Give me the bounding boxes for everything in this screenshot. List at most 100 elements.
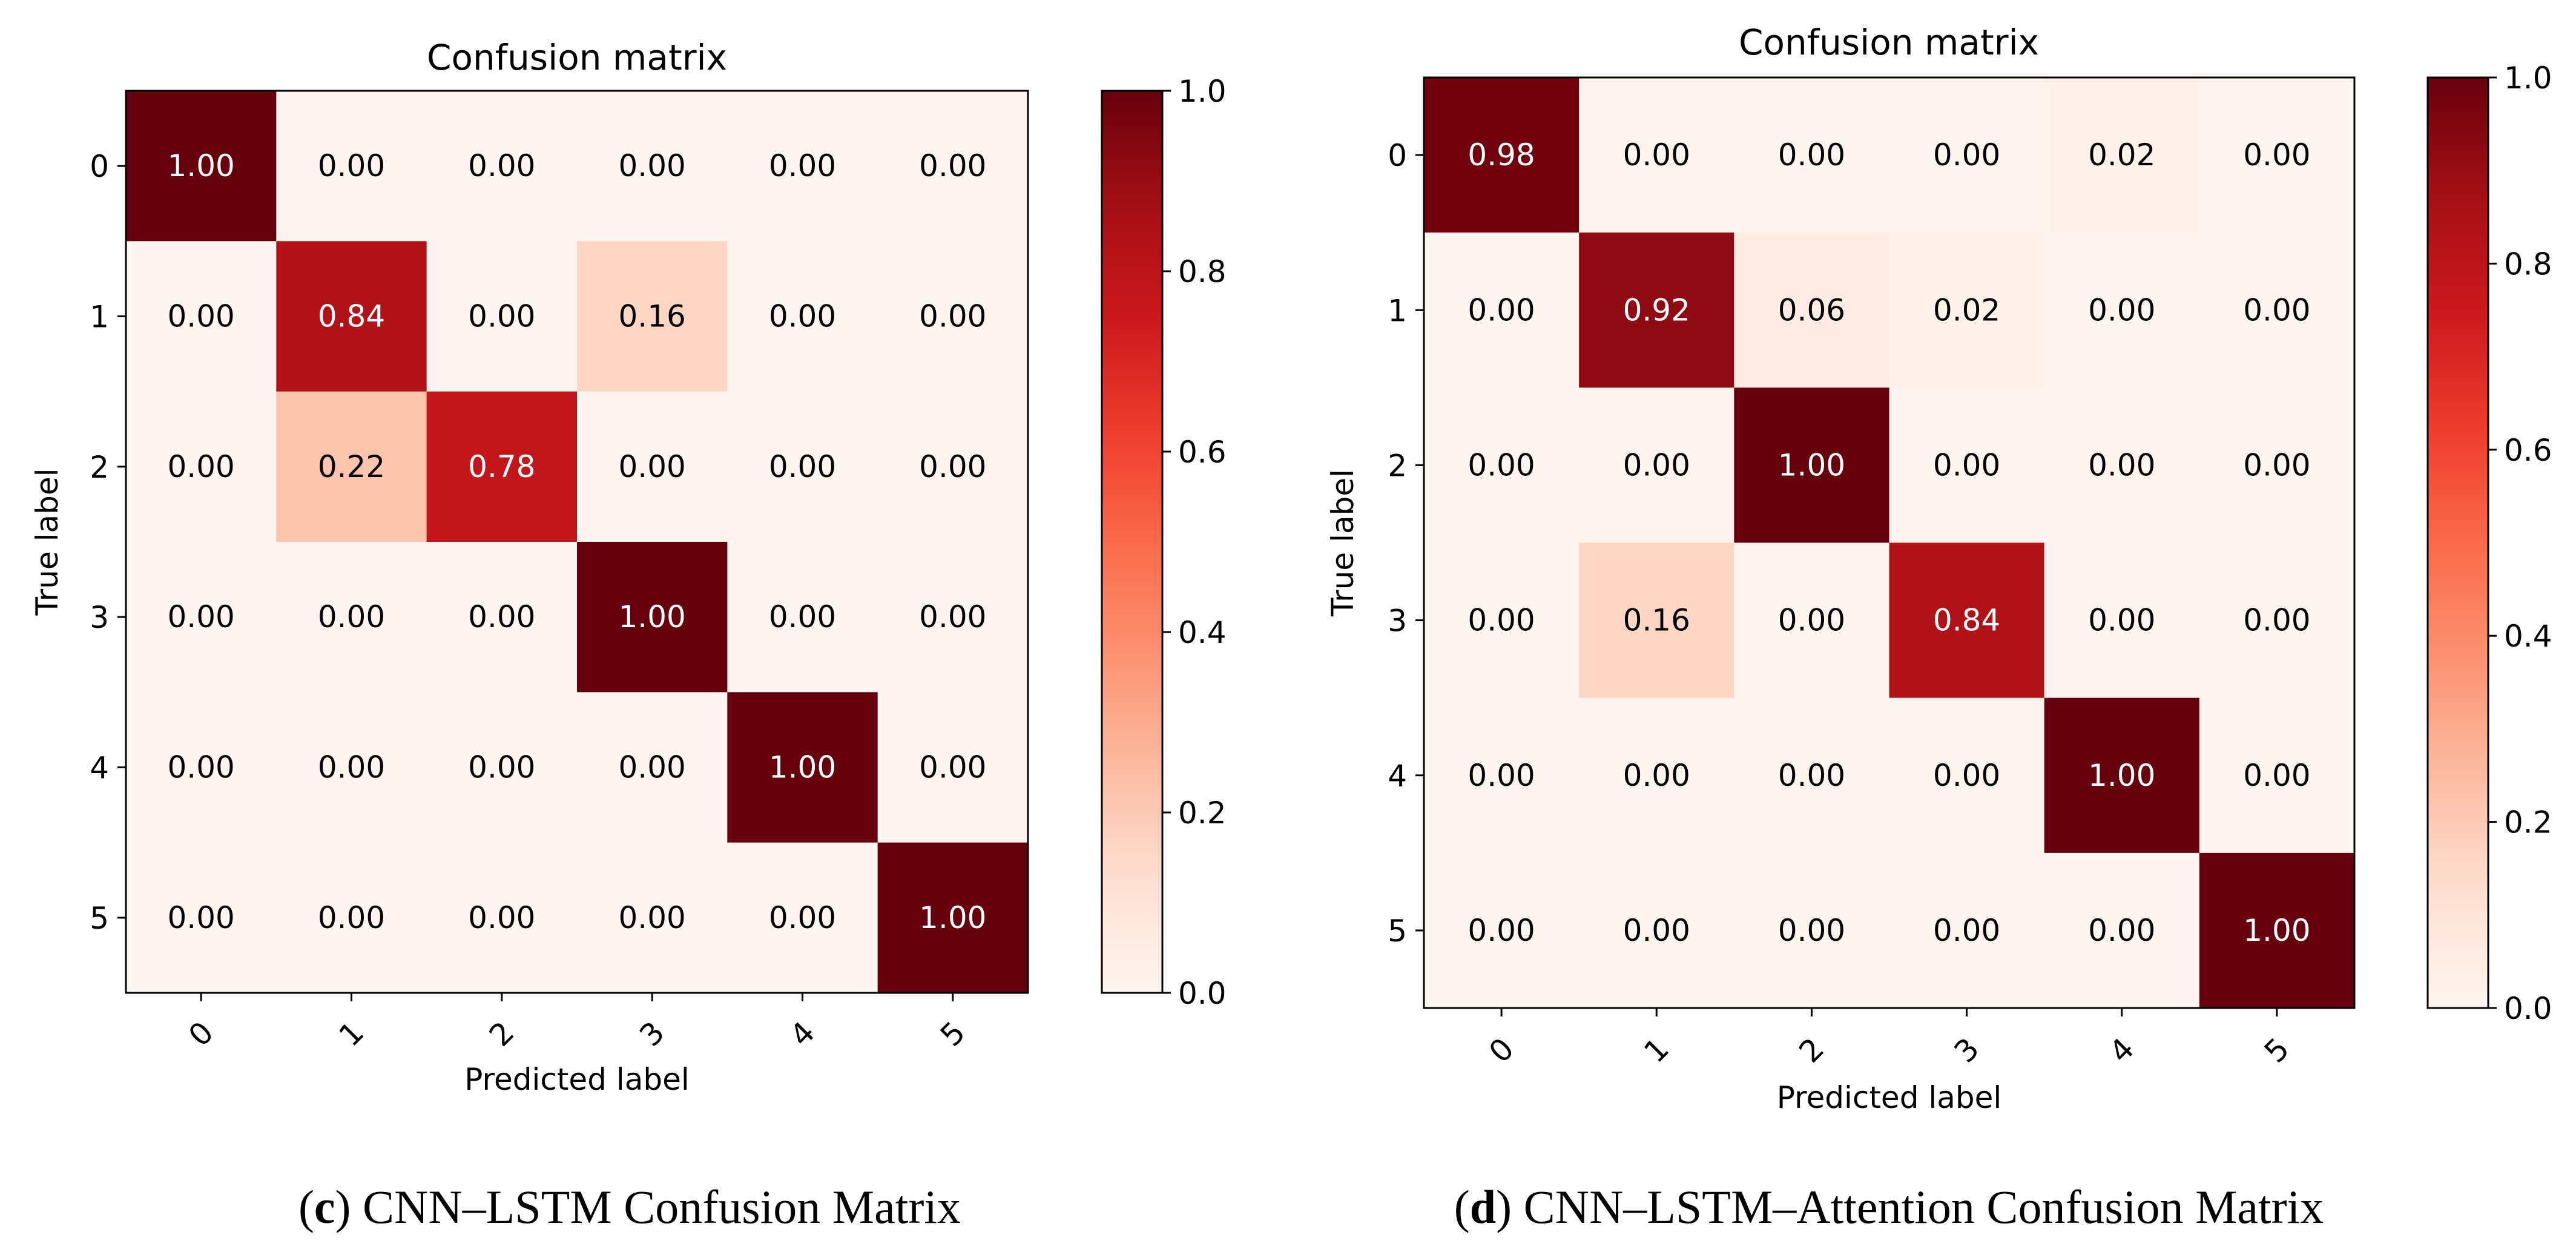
cell-value-label: 0.00 [2088,603,2155,638]
cell-value-label: 0.00 [318,599,385,634]
heatmap-cell-r3-c0 [126,542,277,693]
colorbar-tick-label: 0.8 [2504,246,2552,282]
cell-value-label: 0.00 [1468,292,1535,328]
colorbar-tick-label: 0.0 [2504,991,2552,1026]
cell-value-label: 0.00 [919,750,986,785]
y-axis-label: True label [30,468,65,616]
cell-value-label: 0.00 [919,148,986,183]
heatmap-cell-r0-c4 [2044,77,2200,233]
y-tick-label: 4 [90,751,109,786]
cell-value-label: 0.00 [1468,447,1535,483]
y-tick-label: 0 [1388,138,1407,173]
cell-value-label: 0.00 [168,449,235,484]
y-tick-label: 2 [1388,448,1407,483]
heatmap-cell-r1-c3 [1889,232,2045,388]
caption-text: CNN–LSTM–Attention Confusion Matrix [1512,1181,2324,1233]
caption-prefix: ( [1454,1181,1470,1233]
heatmap-cell-r0-c3 [577,91,728,242]
figure-caption: (d) CNN–LSTM–Attention Confusion Matrix [1454,1181,2324,1233]
cell-value-label: 0.00 [2088,913,2155,948]
x-tick-label: 0 [1482,1031,1521,1070]
heatmap-cell-r5-c3 [1889,852,2045,1009]
cell-value-label: 0.00 [168,750,235,785]
heatmap-cell-r2-c4 [2044,387,2200,543]
heatmap-cell-r4-c1 [276,692,427,843]
heatmap-cell-r0-c5 [877,91,1029,242]
heatmap-cell-r0-c4 [727,91,878,242]
heatmap-cell-r2-c3 [577,391,728,542]
cell-value-label: 0.02 [2088,137,2155,173]
cell-value-label: 0.22 [318,449,385,484]
heatmap-cell-r2-c0 [126,391,277,542]
heatmap-cell-r2-c3 [1889,387,2045,543]
y-tick-label: 2 [90,450,109,485]
heatmap-cell-r0-c5 [2199,77,2355,233]
cell-value-label: 0.00 [468,148,535,183]
heatmap-cell-r4-c2 [1734,697,1889,854]
cell-value-label: 0.00 [1468,913,1535,948]
cell-value-label: 0.92 [1623,292,1690,328]
heatmap-cell-r5-c3 [577,842,728,993]
cell-value-label: 0.00 [318,750,385,785]
heatmap-cell-r1-c0 [1424,232,1580,388]
heatmap-cell-r4-c5 [877,692,1029,843]
cell-value-label: 0.00 [1933,447,2000,483]
caption-text: CNN–LSTM Confusion Matrix [351,1181,961,1233]
x-tick-label: 5 [2258,1031,2296,1070]
plot-frame [125,90,1029,994]
heatmap-cell-r2-c1 [1579,387,1734,543]
cell-value-label: 0.00 [2243,292,2310,328]
cell-value-label: 0.00 [2243,137,2310,173]
cell-value-label: 0.00 [1623,913,1690,948]
cell-value-label: 0.00 [769,900,836,935]
cell-value-label: 1.00 [168,148,235,183]
heatmap-cell-r4-c2 [426,692,578,843]
x-tick-label: 4 [783,1015,822,1053]
cell-value-label: 0.00 [468,299,535,334]
cell-value-label: 0.00 [1933,758,2000,793]
cell-value-label: 0.00 [1933,913,2000,948]
y-axis-label: True label [1325,469,1360,617]
colorbar-tick-label: 1.0 [2504,61,2552,96]
heatmap-cell-r4-c1 [1579,697,1734,854]
heatmap-cell-r1-c2 [1734,232,1889,388]
cell-value-label: 0.98 [1468,137,1535,173]
colorbar [1101,90,1164,994]
heatmap-cell-r2-c0 [1424,387,1580,543]
y-tick-label: 3 [90,600,109,635]
heatmap-cell-r0-c0 [1424,77,1580,233]
y-tick-label: 0 [90,149,109,184]
colorbar-tick-label: 0.0 [1178,976,1227,1011]
heatmap-cell-r3-c5 [877,542,1029,693]
cell-value-label: 0.00 [769,449,836,484]
heatmap-cell-r3-c5 [2199,542,2355,699]
cell-value-label: 0.78 [468,449,535,484]
heatmap-cell-r5-c0 [126,842,277,993]
heatmap-cell-r1-c0 [126,241,277,392]
heatmap-cell-r1-c5 [877,241,1029,392]
colorbar-tick-label: 0.8 [1178,254,1227,289]
cell-value-label: 0.00 [919,299,986,334]
caption-suffix: ) [335,1181,351,1233]
cell-value-label: 0.00 [2243,758,2310,793]
cell-value-label: 0.00 [919,449,986,484]
cell-value-label: 0.00 [1468,603,1535,638]
cell-value-label: 0.84 [1933,603,2000,638]
colorbar-tick-label: 0.4 [1178,615,1227,650]
y-tick-label: 1 [90,300,109,335]
heatmap-cell-r4-c5 [2199,697,2355,854]
heatmap-cell-r4-c3 [1889,697,2045,854]
cell-value-label: 0.00 [1933,137,2000,173]
x-tick-label: 2 [1793,1031,1831,1070]
cell-value-label: 0.00 [168,900,235,935]
x-axis-label: Predicted label [1777,1080,2002,1115]
heatmap-cell-r5-c2 [426,842,578,993]
heatmap-cell-r2-c1 [276,391,427,542]
cell-value-label: 0.00 [2088,292,2155,328]
heatmap-cell-r5-c2 [1734,852,1889,1009]
y-tick-label: 4 [1388,759,1407,794]
cell-value-label: 0.00 [769,148,836,183]
cell-value-label: 0.16 [1623,603,1690,638]
